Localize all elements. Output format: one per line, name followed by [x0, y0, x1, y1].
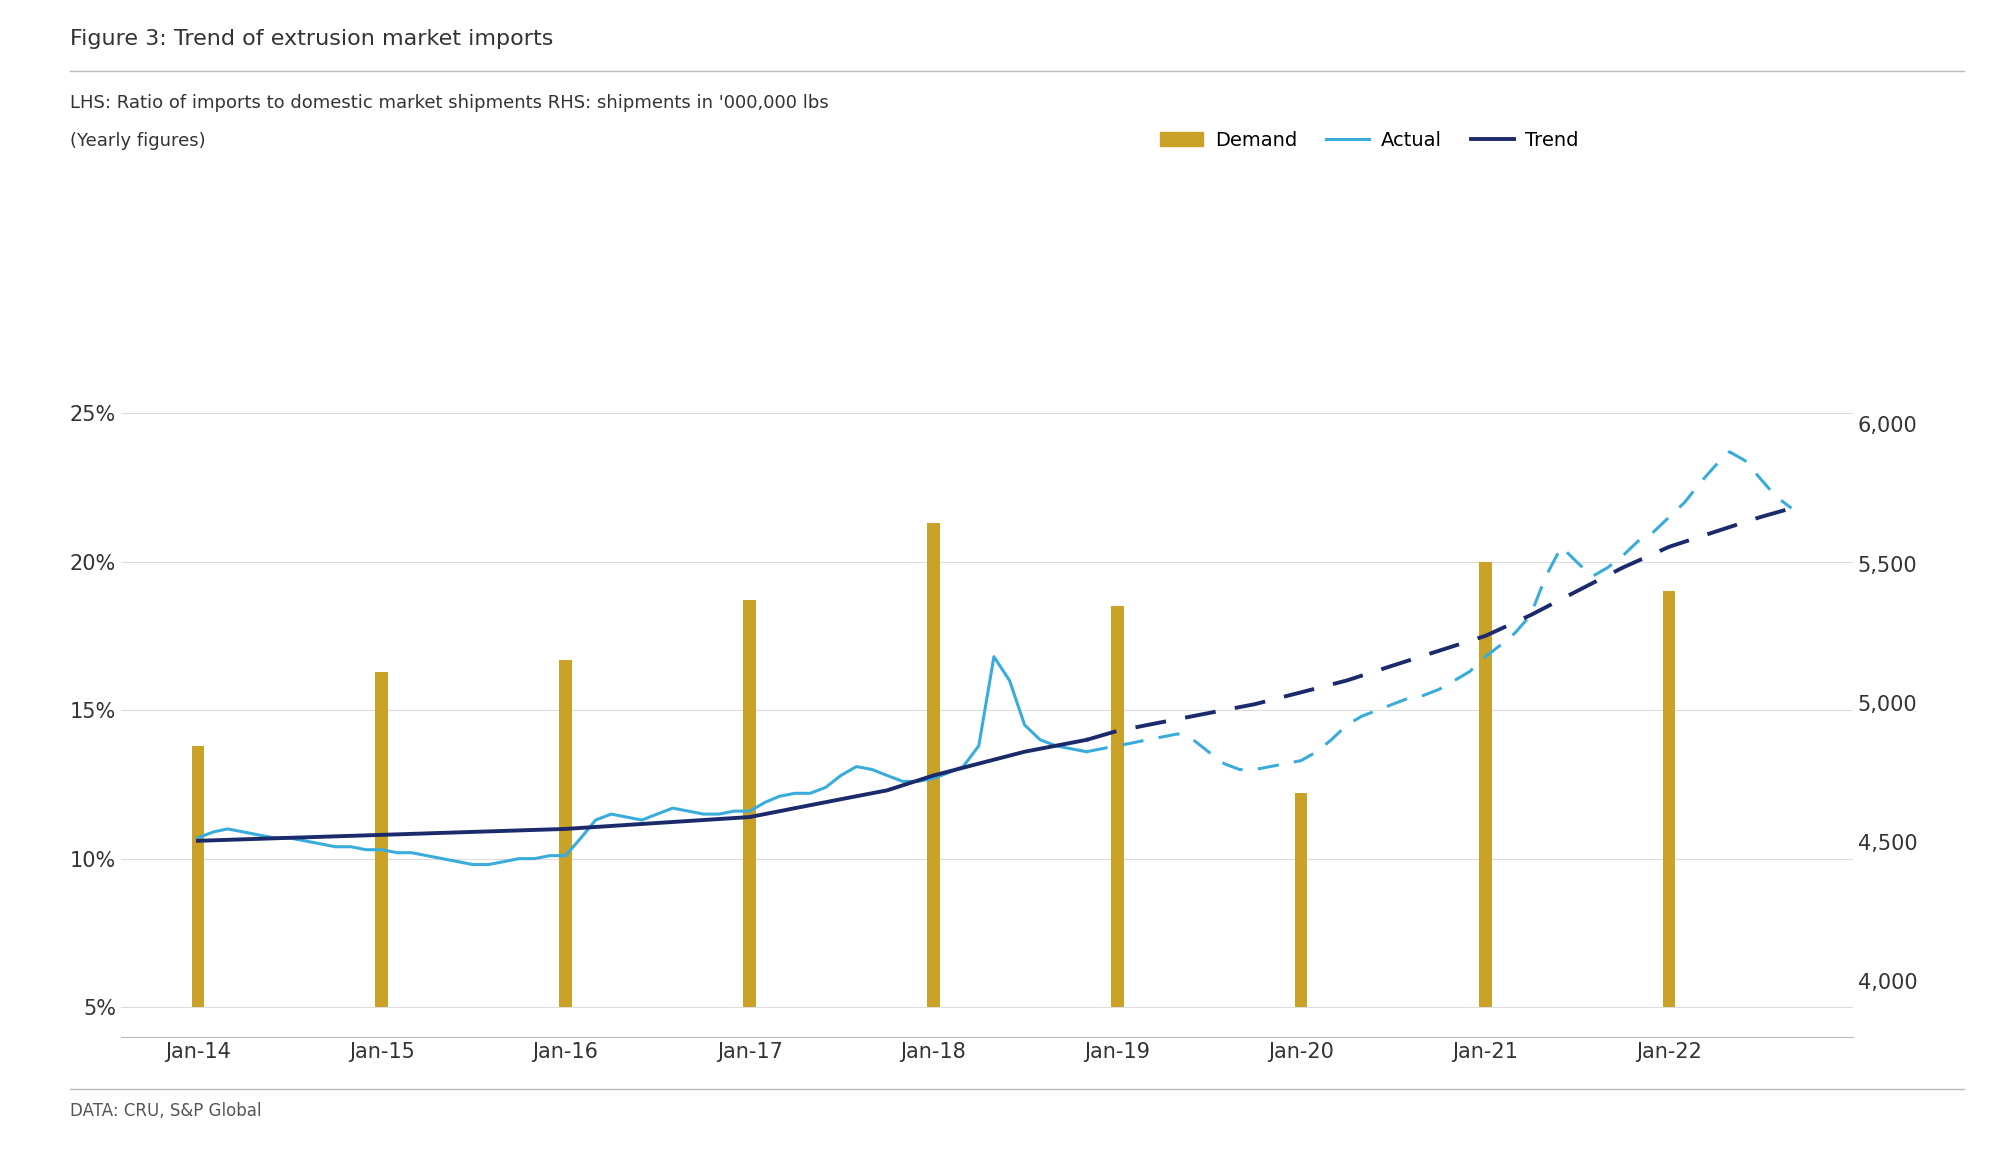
Bar — [375, 672, 389, 1007]
Bar — [191, 745, 203, 1007]
Legend: Demand, Actual, Trend: Demand, Actual, Trend — [1160, 130, 1579, 150]
Bar — [1478, 562, 1492, 1007]
Bar — [926, 523, 941, 1007]
Bar — [560, 660, 572, 1007]
Text: LHS: Ratio of imports to domestic market shipments RHS: shipments in '000,000 lb: LHS: Ratio of imports to domestic market… — [70, 94, 830, 113]
Bar — [1295, 794, 1307, 1007]
Bar — [1112, 606, 1124, 1007]
Text: (Yearly figures): (Yearly figures) — [70, 132, 205, 151]
Text: Figure 3: Trend of extrusion market imports: Figure 3: Trend of extrusion market impo… — [70, 29, 554, 48]
Text: DATA: CRU, S&P Global: DATA: CRU, S&P Global — [70, 1101, 262, 1120]
Bar — [1664, 591, 1676, 1007]
Bar — [743, 600, 755, 1007]
